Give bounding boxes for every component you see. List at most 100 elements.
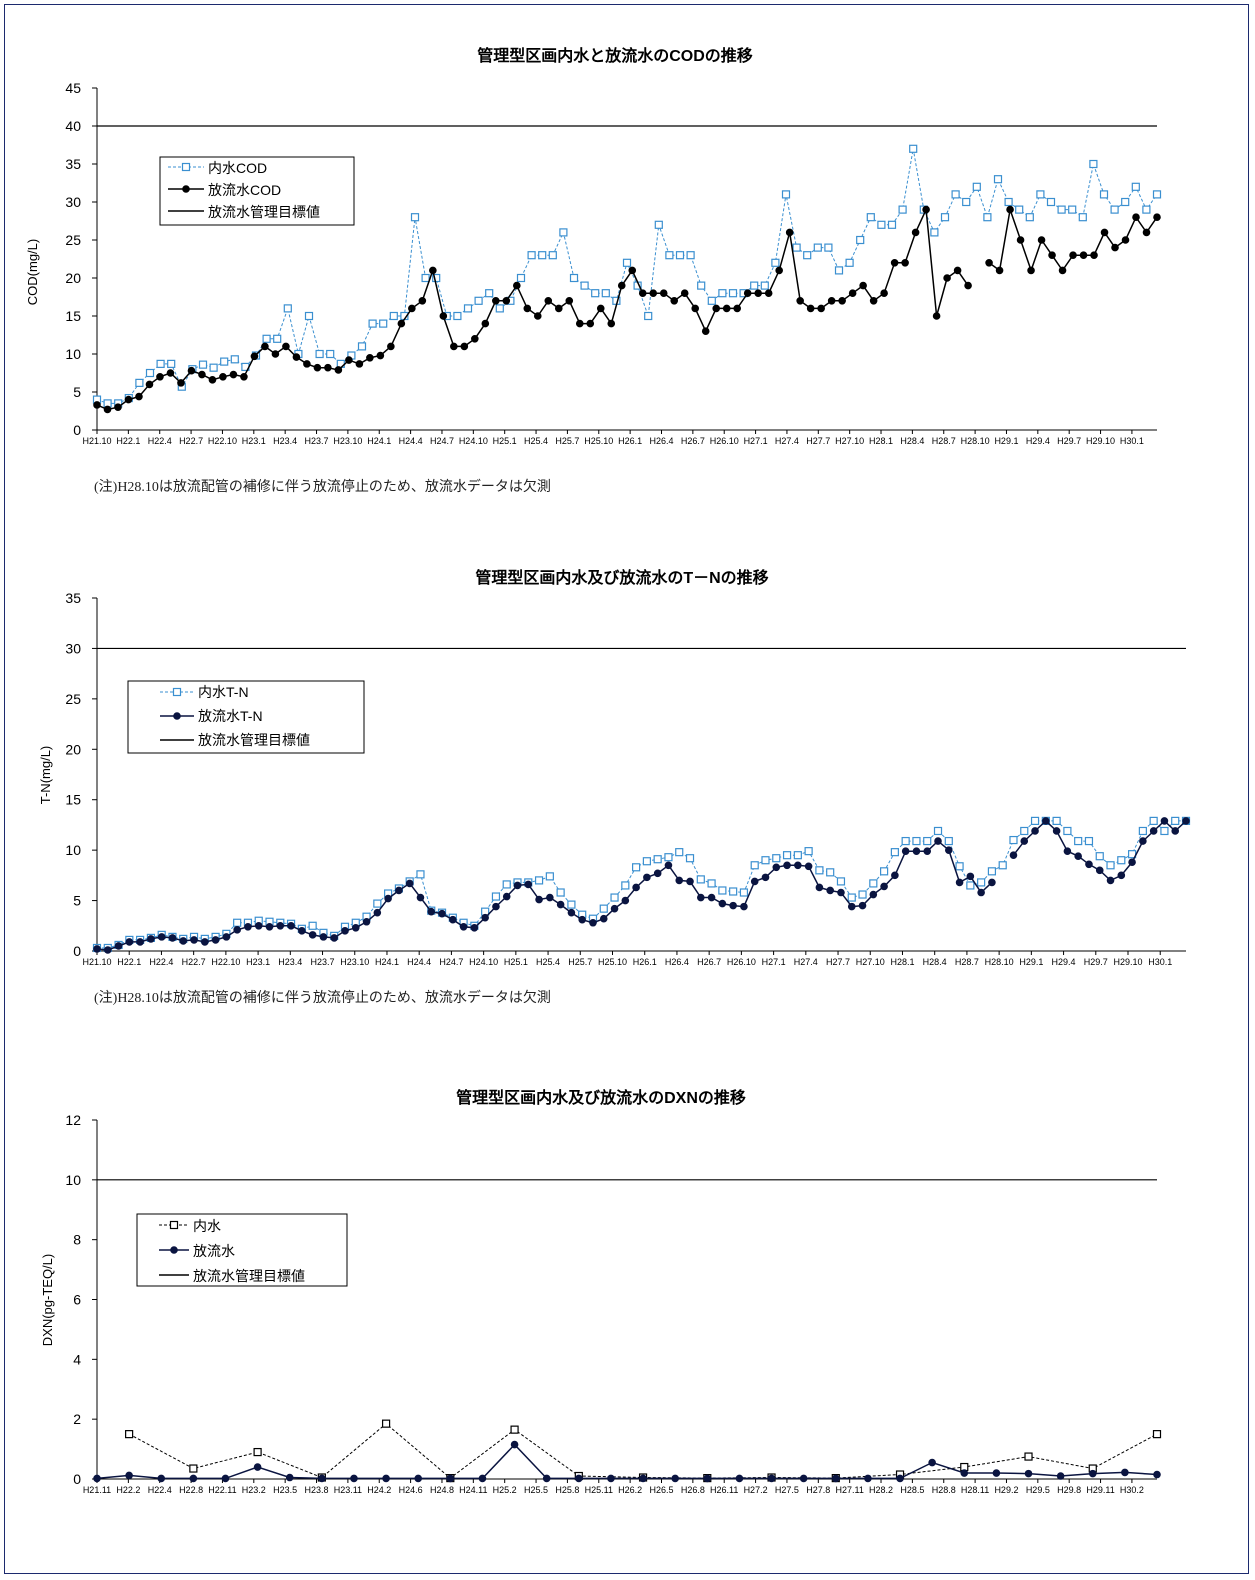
data-point [772,854,781,863]
x-tick-label: H25.5 [524,1485,548,1495]
data-point [803,251,812,260]
data-point [610,893,619,902]
x-tick-label: H26.8 [681,1485,705,1495]
data-point [880,882,888,891]
x-tick-label: H30.1 [1120,436,1144,446]
y-tick-label: 35 [65,590,81,606]
x-tick-label: H30.2 [1120,1485,1144,1495]
data-point [546,893,554,902]
x-tick-label: H29.8 [1057,1485,1081,1495]
data-point [911,228,920,237]
legend-item-discharge: 放流水T-N [160,708,263,724]
page-frame [4,4,1249,1574]
data-point [653,855,662,864]
data-point [707,893,716,902]
data-point [1020,826,1029,836]
data-point [510,1425,519,1434]
data-point [1024,1469,1033,1478]
data-point [1063,847,1072,855]
x-tick-label: H26.2 [618,1485,642,1495]
data-point [638,289,647,298]
data-point [922,205,930,214]
data-point [125,1471,133,1480]
data-point [114,403,122,412]
data-point [735,1474,744,1483]
data-point [145,380,154,389]
data-point [877,220,886,229]
y-tick-label: 10 [65,842,81,858]
data-point [697,893,705,902]
y-tick-label: 15 [65,308,81,324]
data-point [510,1440,519,1449]
data-point [167,359,176,368]
data-point [93,1474,101,1483]
data-point [599,914,608,923]
x-tick-label: H26.5 [649,1485,673,1495]
data-point [397,319,406,328]
data-point [890,848,899,857]
x-tick-label: H25.7 [568,957,592,967]
data-point [1009,851,1018,859]
x-tick-label: H28.10 [985,957,1014,967]
x-tick-label: H22.10 [208,436,237,446]
data-point [869,879,878,888]
data-point [569,273,579,283]
legend-label: 内水T-N [198,684,249,700]
data-point [675,848,684,857]
x-tick-label: H23.10 [333,436,362,446]
data-point [1100,228,1109,237]
data-point [987,867,997,876]
data-point [596,304,605,313]
data-point [168,934,177,942]
data-point [1095,852,1104,861]
x-tick-label: H22.7 [182,957,206,967]
data-point [450,342,458,351]
data-point [93,945,101,953]
x-tick-label: H23.4 [273,436,297,446]
data-point [157,1474,166,1483]
x-tick-label: H21.10 [82,436,111,446]
data-point [1132,213,1140,221]
data-point [686,251,695,260]
x-tick-label: H27.7 [806,436,830,446]
data-point [1079,251,1088,259]
data-point [513,281,521,290]
data-point [233,918,242,927]
y-tick-label: 5 [73,893,81,909]
data-point [481,913,489,922]
data-point [622,258,632,267]
data-point [318,1474,326,1483]
data-point [1171,816,1180,825]
data-point [313,363,322,372]
data-point [179,937,188,945]
data-point [222,933,231,941]
x-tick-label: H30.1 [1148,957,1172,967]
data-point [414,1474,423,1483]
legend: 内水 放流水 放流水管理目標値 [136,1213,348,1287]
x-tick-label: H29.10 [1086,436,1115,446]
x-tick-label: H25.1 [493,436,517,446]
data-point [817,304,825,313]
legend-marker [182,185,190,193]
data-point [319,933,328,941]
x-tick-label: H23.1 [246,957,270,967]
data-point [664,853,673,862]
data-point [542,1474,551,1483]
data-point [586,319,595,328]
data-point [315,349,324,359]
data-point [962,197,971,207]
x-tick-label: H26.11 [710,1485,738,1495]
x-tick-label: H23.7 [311,957,335,967]
legend-item-inner: 内水COD [168,160,267,176]
data-point [373,908,382,917]
data-point [1142,228,1151,237]
data-point [395,886,403,895]
x-tick-label: H22.8 [179,1485,203,1495]
data-point [739,888,749,897]
note: (注)H28.10は放流配管の補修に伴う放流停止のため、放流水データは欠測 [94,478,551,495]
x-tick-label: H24.7 [430,436,454,446]
x-tick-label: H21.10 [82,957,111,967]
data-point [157,933,166,941]
legend-item-target: 放流水管理目標値 [168,204,320,220]
x-tick-label: H29.1 [1019,957,1043,967]
